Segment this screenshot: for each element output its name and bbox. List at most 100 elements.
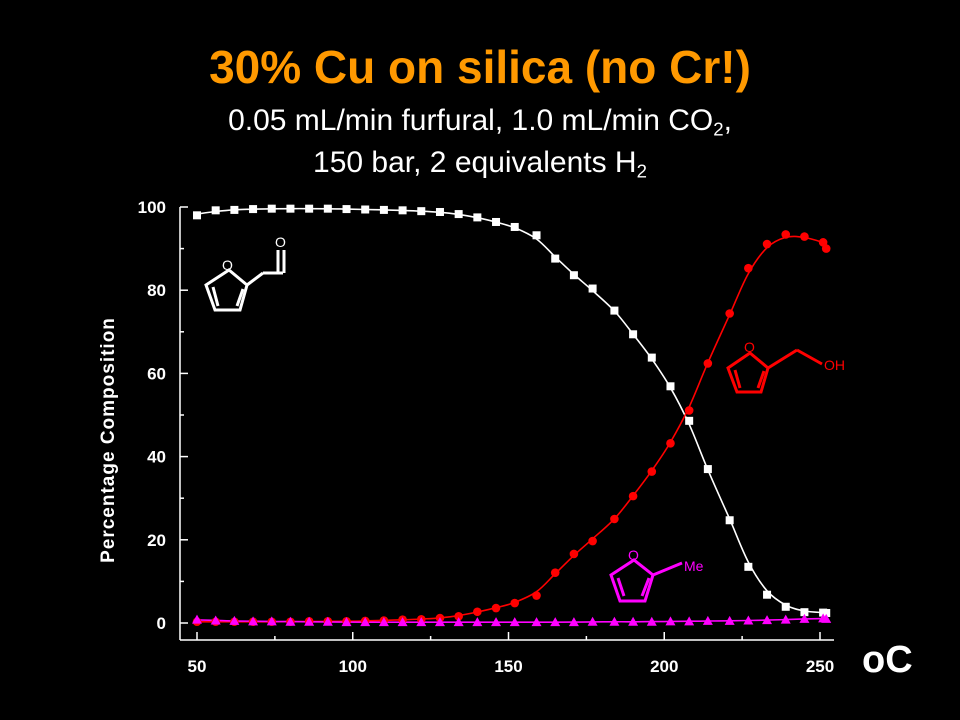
- data-point-triangle: [304, 616, 315, 626]
- furfural-carbonyl-oxygen: O: [275, 234, 286, 250]
- data-point-square: [685, 416, 694, 425]
- data-point-square: [629, 330, 638, 339]
- data-point-square: [551, 254, 560, 263]
- data-point-square: [800, 608, 809, 617]
- data-point-square: [569, 271, 578, 280]
- data-point-square: [305, 204, 314, 213]
- data-point-triangle: [531, 617, 542, 627]
- data-point-triangle: [210, 615, 221, 625]
- subtitle-line2-text: 150 bar, 2 equivalents H: [313, 146, 637, 179]
- data-point-square: [211, 206, 220, 215]
- fit-curve-series-1: [196, 207, 824, 614]
- data-point-square: [725, 516, 734, 525]
- furfuryl-alcohol-structure: [726, 348, 823, 394]
- data-point-triangle: [472, 617, 483, 627]
- data-point-triangle: [568, 617, 579, 627]
- data-point-circle: [666, 438, 675, 448]
- data-point-square: [398, 206, 407, 215]
- data-point-square: [361, 205, 370, 214]
- data-point-square: [267, 204, 276, 213]
- x-tick-label: 50: [188, 657, 207, 676]
- y-tick-label: 40: [147, 448, 166, 467]
- data-point-triangle: [609, 616, 620, 626]
- methylfuran-structure: [609, 558, 683, 603]
- y-tick-label: 20: [147, 531, 166, 550]
- data-point-circle: [588, 536, 597, 546]
- data-point-square: [763, 590, 772, 599]
- data-point-square: [532, 231, 541, 240]
- data-point-square: [454, 210, 463, 219]
- data-point-triangle: [743, 615, 754, 625]
- data-point-circle: [762, 239, 772, 249]
- y-tick-label: 60: [147, 364, 166, 383]
- chart-title: 30% Cu on silica (no Cr!): [209, 41, 751, 93]
- data-point-circle: [800, 232, 809, 241]
- data-point-circle: [550, 568, 560, 577]
- chart-subtitle-line1: 0.05 mL/min furfural, 1.0 mL/min CO2,: [0, 104, 960, 141]
- data-point-square: [323, 204, 332, 213]
- data-point-triangle: [491, 617, 502, 627]
- data-point-circle: [491, 603, 501, 613]
- data-point-circle: [744, 263, 753, 273]
- subtitle-line1-comma: ,: [723, 104, 732, 137]
- data-point-circle: [821, 244, 831, 253]
- data-point-square: [379, 205, 388, 214]
- data-point-triangle: [646, 616, 657, 626]
- data-point-triangle: [684, 616, 695, 626]
- x-tick-label: 200: [650, 657, 678, 676]
- data-point-triangle: [780, 614, 791, 624]
- data-point-triangle: [587, 616, 598, 626]
- data-markers: [192, 204, 832, 627]
- data-point-triangle: [322, 616, 333, 626]
- data-point-triangle: [248, 616, 259, 626]
- methylfuran-ring-oxygen: O: [628, 547, 639, 563]
- x-axis-unit-label: oC: [862, 639, 913, 681]
- data-point-square: [249, 205, 258, 214]
- subtitle-line2-subscript: 2: [636, 160, 647, 182]
- data-point-triangle: [266, 616, 277, 626]
- alcohol-ring-oxygen: O: [744, 339, 755, 355]
- fit-curve-series-2: [197, 235, 824, 623]
- data-point-triangle: [453, 617, 464, 627]
- data-point-triangle: [416, 617, 427, 627]
- data-point-circle: [684, 406, 694, 415]
- data-point-circle: [532, 591, 541, 600]
- subtitle-line1-subscript: 2: [713, 118, 724, 140]
- data-point-square: [510, 222, 519, 231]
- data-point-square: [193, 211, 201, 220]
- data-point-triangle: [285, 616, 296, 626]
- y-axis-label: Percentage Composition: [98, 317, 119, 563]
- data-point-triangle: [799, 613, 810, 623]
- data-point-triangle: [628, 616, 639, 626]
- data-point-square: [744, 562, 753, 571]
- data-point-square: [492, 217, 501, 226]
- axes: 0 20 40 60 80 100 50 100 150 200 250: [138, 198, 835, 676]
- data-point-triangle: [192, 614, 202, 624]
- data-point-circle: [510, 598, 520, 608]
- x-tick-label: 100: [339, 657, 367, 676]
- data-point-square: [435, 207, 444, 216]
- data-point-square: [417, 207, 426, 216]
- data-point-square: [473, 213, 482, 222]
- data-point-circle: [703, 359, 713, 368]
- data-point-triangle: [360, 617, 371, 627]
- data-point-circle: [725, 309, 734, 318]
- fit-curves: [196, 207, 824, 623]
- x-tick-label: 250: [806, 657, 834, 676]
- data-point-triangle: [702, 615, 713, 625]
- y-tick-label: 0: [157, 614, 166, 633]
- data-point-triangle: [821, 613, 832, 623]
- data-point-square: [610, 306, 619, 315]
- data-point-square: [781, 602, 790, 611]
- data-point-circle: [473, 607, 482, 617]
- data-point-triangle: [434, 617, 445, 627]
- x-tick-label: 150: [494, 657, 522, 676]
- data-point-triangle: [378, 617, 389, 627]
- data-point-triangle: [550, 617, 561, 627]
- data-point-triangle: [397, 617, 408, 627]
- data-point-square: [342, 205, 351, 214]
- furfural-structure: [204, 250, 286, 312]
- data-point-square: [703, 465, 712, 474]
- data-point-circle: [647, 467, 657, 476]
